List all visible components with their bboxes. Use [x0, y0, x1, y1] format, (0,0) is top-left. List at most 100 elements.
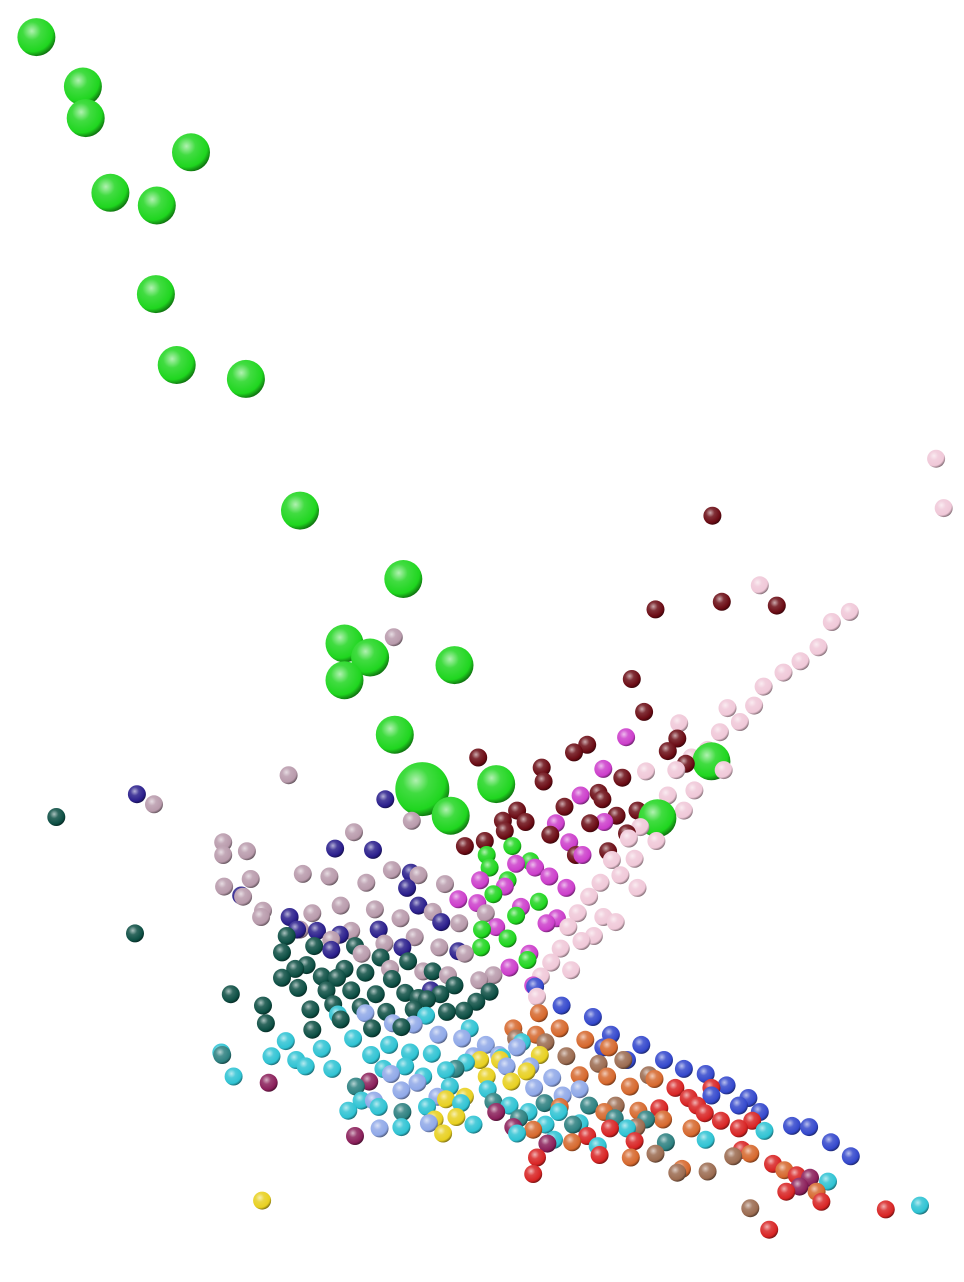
data-point-series-5-7	[214, 846, 233, 864]
data-point-series-8-14	[401, 1043, 419, 1062]
data-point-series-5-4	[237, 842, 256, 861]
data-point-series-2-16	[495, 821, 514, 840]
data-point-series-4-35	[670, 714, 689, 733]
data-point-series-12-5	[570, 1066, 589, 1085]
data-point-series-9-20	[370, 1119, 389, 1138]
data-point-series-7-10	[305, 937, 324, 956]
data-point-series-1-8	[529, 892, 548, 911]
data-point-series-4-12	[710, 723, 729, 742]
data-point-series-8-37	[755, 1121, 774, 1140]
data-point-series-8-1	[224, 1067, 243, 1086]
data-point-series-13-3	[590, 1146, 609, 1164]
data-point-series-2-8	[532, 758, 551, 777]
data-point-series-9-14	[570, 1080, 589, 1099]
data-point-series-8-8	[344, 1029, 363, 1048]
data-point-series-4-9	[754, 677, 773, 696]
data-point-series-11-0	[253, 1191, 272, 1210]
data-point-series-8-28	[369, 1097, 388, 1116]
data-point-series-0-7	[157, 346, 196, 384]
data-points-layer	[17, 18, 953, 1239]
data-point-series-13-18	[743, 1111, 762, 1130]
data-point-series-3-18	[449, 890, 468, 909]
data-point-series-8-9	[362, 1046, 381, 1064]
data-point-series-5-26	[405, 928, 424, 947]
data-point-series-2-4	[622, 670, 641, 688]
data-point-series-7-34	[363, 1019, 381, 1038]
data-point-series-0-15	[375, 715, 414, 754]
data-point-series-4-6	[791, 652, 810, 671]
data-point-series-4-22	[611, 866, 630, 885]
data-point-series-8-4	[312, 1039, 331, 1058]
data-point-series-16-2	[346, 1127, 364, 1145]
data-point-series-2-10	[658, 742, 677, 761]
data-point-series-7-7	[317, 981, 336, 1000]
data-point-series-5-23	[450, 914, 469, 933]
data-point-series-2-19	[541, 825, 560, 844]
data-point-series-11-9	[471, 1051, 490, 1069]
data-point-series-4-36	[637, 762, 655, 781]
data-point-series-7-4	[273, 943, 291, 962]
data-point-series-5-3	[214, 833, 233, 852]
data-point-series-10-7	[696, 1065, 715, 1083]
data-point-series-9-5	[476, 1035, 495, 1054]
data-point-series-13-21	[695, 1104, 714, 1123]
data-point-series-8-41	[417, 1006, 436, 1025]
data-point-series-4-4	[822, 613, 841, 631]
data-point-series-5-10	[320, 867, 339, 886]
data-point-series-3-8	[540, 867, 559, 886]
data-point-series-2-26	[534, 772, 553, 791]
data-point-series-5-16	[234, 887, 253, 906]
data-point-series-4-21	[602, 851, 621, 869]
data-point-series-9-4	[453, 1029, 472, 1048]
data-point-series-2-1	[646, 600, 665, 619]
data-point-series-5-18	[303, 904, 322, 923]
data-point-series-4-10	[745, 696, 764, 715]
data-point-series-14-11	[614, 1051, 633, 1069]
data-point-series-10-5	[655, 1051, 673, 1069]
data-point-series-8-12	[396, 1057, 415, 1076]
data-point-series-7-2	[221, 985, 240, 1004]
data-point-series-13-9	[711, 1111, 730, 1130]
data-point-series-6-9	[369, 920, 388, 939]
data-point-series-4-3	[840, 602, 859, 621]
data-point-series-0-13	[435, 646, 474, 685]
data-point-series-8-16	[437, 1061, 455, 1080]
data-point-series-3-19	[507, 854, 526, 873]
data-point-series-8-36	[696, 1130, 715, 1149]
data-point-series-1-7	[472, 938, 491, 957]
data-point-series-12-18	[741, 1144, 760, 1163]
data-point-series-7-0	[47, 808, 66, 826]
data-point-series-15-7	[564, 1115, 582, 1134]
data-point-series-4-25	[568, 904, 587, 923]
data-point-series-5-6	[402, 811, 421, 830]
data-point-series-3-10	[487, 918, 506, 937]
data-point-series-6-1	[376, 790, 395, 809]
data-point-series-16-5	[538, 1134, 557, 1153]
data-point-series-5-25	[375, 934, 394, 953]
data-point-series-7-33	[331, 1010, 350, 1029]
data-point-series-14-7	[668, 1163, 687, 1182]
data-point-series-9-0	[356, 1004, 375, 1023]
data-point-series-2-6	[578, 735, 597, 754]
data-point-series-6-17	[393, 938, 412, 957]
data-point-series-11-8	[502, 1072, 521, 1091]
data-point-series-8-26	[352, 1091, 371, 1110]
data-point-series-13-0	[528, 1148, 546, 1167]
data-point-series-7-35	[392, 1018, 411, 1037]
data-point-series-10-6	[674, 1059, 693, 1078]
data-point-series-12-14	[524, 1120, 543, 1139]
data-point-series-4-24	[580, 887, 599, 906]
data-point-series-12-12	[654, 1110, 673, 1129]
data-point-series-13-10	[729, 1119, 748, 1138]
data-point-series-8-31	[464, 1115, 483, 1134]
data-point-series-5-11	[357, 873, 376, 892]
data-point-series-5-33	[470, 971, 489, 990]
data-point-series-9-8	[508, 1038, 527, 1057]
data-point-series-4-31	[562, 961, 581, 980]
data-point-series-7-29	[437, 1002, 456, 1021]
data-point-series-7-13	[356, 963, 375, 982]
data-point-series-4-2	[750, 576, 769, 595]
data-point-series-8-21	[500, 1096, 519, 1115]
data-point-series-13-1	[524, 1165, 543, 1183]
data-point-series-4-40	[628, 878, 647, 897]
